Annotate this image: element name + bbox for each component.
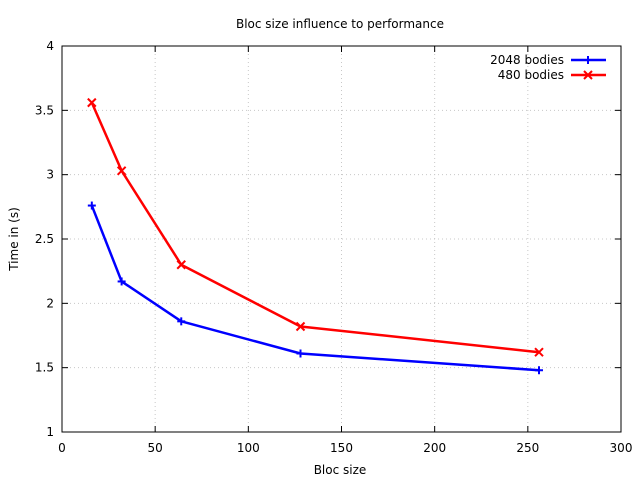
legend-entry: 2048 bodies (490, 53, 606, 67)
data-point (534, 347, 544, 357)
marker-stroke (583, 70, 593, 80)
series-2 (87, 97, 544, 357)
data-point (535, 366, 544, 375)
x-tick-label: 250 (516, 441, 539, 455)
series-layer (87, 97, 544, 375)
series-1 (87, 201, 544, 375)
data-point (116, 166, 127, 176)
marker-stroke (116, 166, 127, 176)
grid-lines (62, 46, 621, 432)
legend-marker (584, 56, 592, 64)
x-tick-label: 100 (237, 441, 260, 455)
data-point (295, 321, 306, 332)
legend-entry: 480 bodies (498, 68, 606, 82)
data-point (87, 201, 96, 210)
legend-marker (583, 70, 593, 80)
x-tick-label: 150 (330, 441, 353, 455)
marker-stroke (87, 97, 97, 108)
y-tick-label: 4 (46, 39, 54, 53)
marker-stroke (295, 321, 306, 332)
data-point (177, 317, 186, 326)
legend-label: 2048 bodies (490, 53, 564, 67)
x-tick-label: 300 (610, 441, 633, 455)
x-tick-label: 0 (58, 441, 66, 455)
x-tick-label: 50 (148, 441, 163, 455)
data-point (296, 349, 305, 358)
y-tick-label: 2.5 (35, 232, 54, 246)
y-axis-label: Time in (s) (7, 207, 21, 272)
x-axis-label: Bloc size (314, 463, 367, 477)
chart-title: Bloc size influence to performance (236, 17, 444, 31)
data-point (176, 260, 186, 270)
axis-ticks: 0 50 100 150 200 250 300 1 1.5 2 2.5 3 3.5 4 (35, 39, 633, 455)
y-tick-label: 2 (46, 296, 54, 310)
data-point (117, 277, 126, 286)
marker-stroke (534, 347, 544, 357)
legend-label: 480 bodies (498, 68, 564, 82)
data-point (87, 97, 97, 108)
y-tick-label: 3.5 (35, 103, 54, 117)
x-tick-label: 200 (423, 441, 446, 455)
y-tick-label: 1 (46, 425, 54, 439)
y-tick-label: 1.5 (35, 361, 54, 375)
y-tick-label: 3 (46, 168, 54, 182)
marker-stroke (176, 260, 186, 270)
